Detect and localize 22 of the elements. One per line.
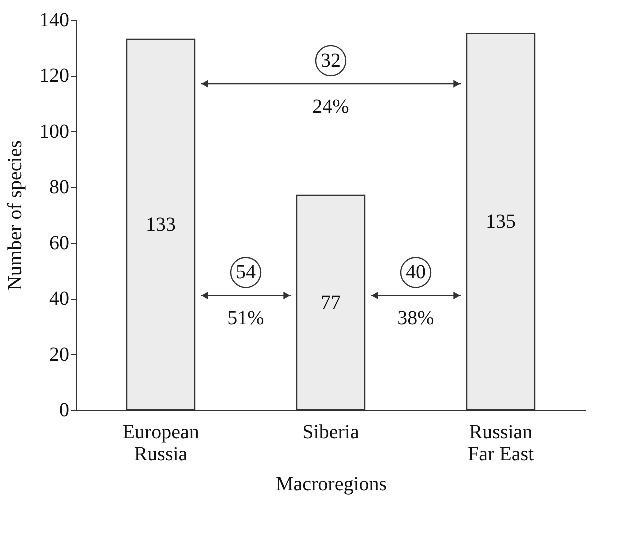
annotation: 24% <box>312 96 350 118</box>
y-tick-label: 40 <box>50 288 70 310</box>
annotation: 51% <box>228 308 264 330</box>
y-tick-label: 120 <box>40 65 70 88</box>
y-tick-label: 20 <box>50 344 70 366</box>
annotation: 38% <box>398 308 434 330</box>
annotation: 32 <box>321 50 341 72</box>
y-tick-label: 0 <box>60 400 70 422</box>
x-tick-label: Siberia <box>302 422 360 444</box>
data-label: 133 <box>146 214 176 236</box>
y-tick-label: 80 <box>50 176 70 199</box>
x-tick-label: European Russia <box>122 422 200 466</box>
data-label: 77 <box>321 292 341 314</box>
y-tick-label: 60 <box>50 232 70 254</box>
annotation: 40 <box>406 262 426 284</box>
x-axis-title: Macroregions <box>276 474 388 496</box>
y-tick-label: 140 <box>40 10 70 32</box>
data-label: 135 <box>486 210 516 233</box>
annotation: 54 <box>236 262 256 284</box>
x-tick-label: Russian Far East <box>468 422 534 466</box>
y-axis-title: Number of species <box>4 140 26 290</box>
y-tick-label: 100 <box>40 120 70 143</box>
